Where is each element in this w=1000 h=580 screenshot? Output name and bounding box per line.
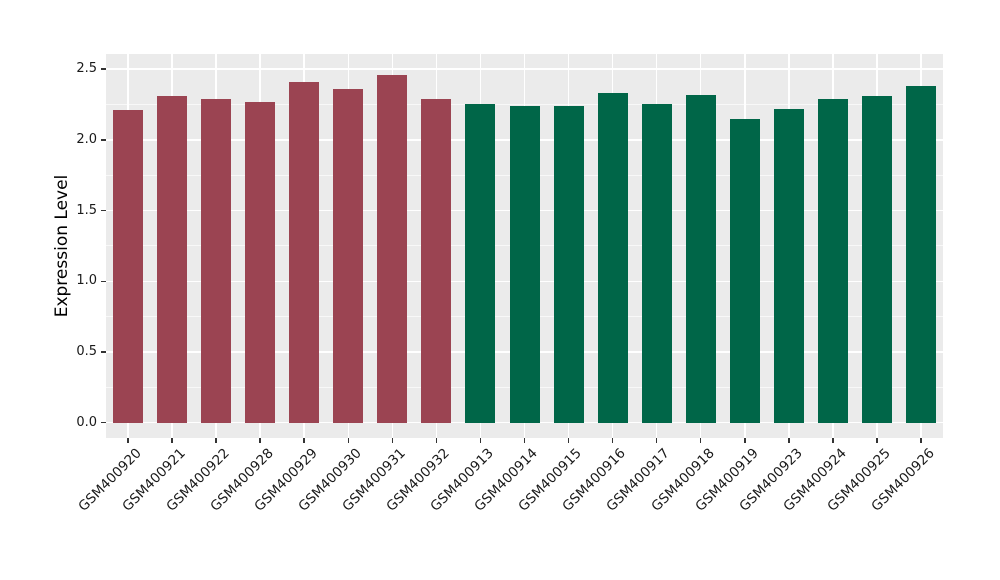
x-tick-mark	[479, 438, 482, 443]
bar-GSM400921	[157, 95, 188, 423]
x-tick-mark	[567, 438, 570, 443]
bar-GSM400929	[289, 81, 320, 423]
bar-GSM400924	[817, 98, 848, 423]
x-tick-mark	[259, 438, 261, 443]
bar-GSM400922	[201, 98, 232, 423]
x-tick-mark	[523, 438, 526, 443]
y-tick-mark	[101, 68, 106, 70]
x-tick-mark	[655, 438, 658, 443]
bar-GSM400918	[685, 94, 716, 423]
bar-GSM400913	[465, 104, 496, 423]
bar-GSM400915	[553, 105, 584, 423]
x-tick-mark	[832, 438, 834, 443]
x-tick-mark	[611, 438, 614, 443]
y-tick-label: 0.5	[76, 343, 97, 359]
x-tick-mark	[699, 438, 702, 443]
bar-GSM400932	[421, 98, 452, 423]
bar-GSM400923	[773, 108, 804, 423]
bar-GSM400925	[861, 95, 892, 423]
y-tick-label: 2.5	[76, 61, 97, 77]
x-tick-mark	[788, 438, 790, 443]
y-tick-label: 2.0	[76, 131, 97, 147]
y-tick-mark	[101, 351, 106, 353]
x-tick-mark	[171, 438, 173, 443]
y-tick-mark	[101, 209, 106, 212]
y-tick-mark	[101, 139, 106, 141]
bar-GSM400931	[377, 74, 408, 423]
x-tick-mark	[920, 438, 922, 443]
y-tick-mark	[101, 280, 106, 282]
x-tick-mark	[744, 438, 746, 443]
gridline-horizontal-major	[106, 421, 943, 424]
y-tick-mark	[101, 421, 106, 424]
x-tick-mark	[391, 438, 394, 443]
gridline-horizontal-minor	[106, 103, 943, 105]
x-tick-mark	[127, 438, 129, 443]
y-tick-label: 1.0	[76, 273, 97, 289]
bar-GSM400916	[597, 93, 628, 423]
y-axis-title: Expression Level	[52, 174, 72, 318]
bar-GSM400917	[641, 104, 672, 423]
gridline-horizontal-major	[106, 68, 943, 70]
x-tick-mark	[435, 438, 438, 443]
x-tick-mark	[215, 438, 217, 443]
bar-GSM400928	[245, 101, 276, 423]
y-tick-label: 0.0	[76, 414, 97, 430]
y-tick-label: 1.5	[76, 202, 97, 218]
x-tick-mark	[876, 438, 878, 443]
bar-GSM400914	[509, 105, 540, 423]
x-tick-mark	[303, 438, 305, 443]
x-tick-mark	[347, 438, 350, 443]
bar-GSM400920	[113, 110, 144, 423]
bar-GSM400926	[905, 86, 936, 423]
bar-GSM400919	[729, 118, 760, 423]
bar-GSM400930	[333, 88, 364, 423]
